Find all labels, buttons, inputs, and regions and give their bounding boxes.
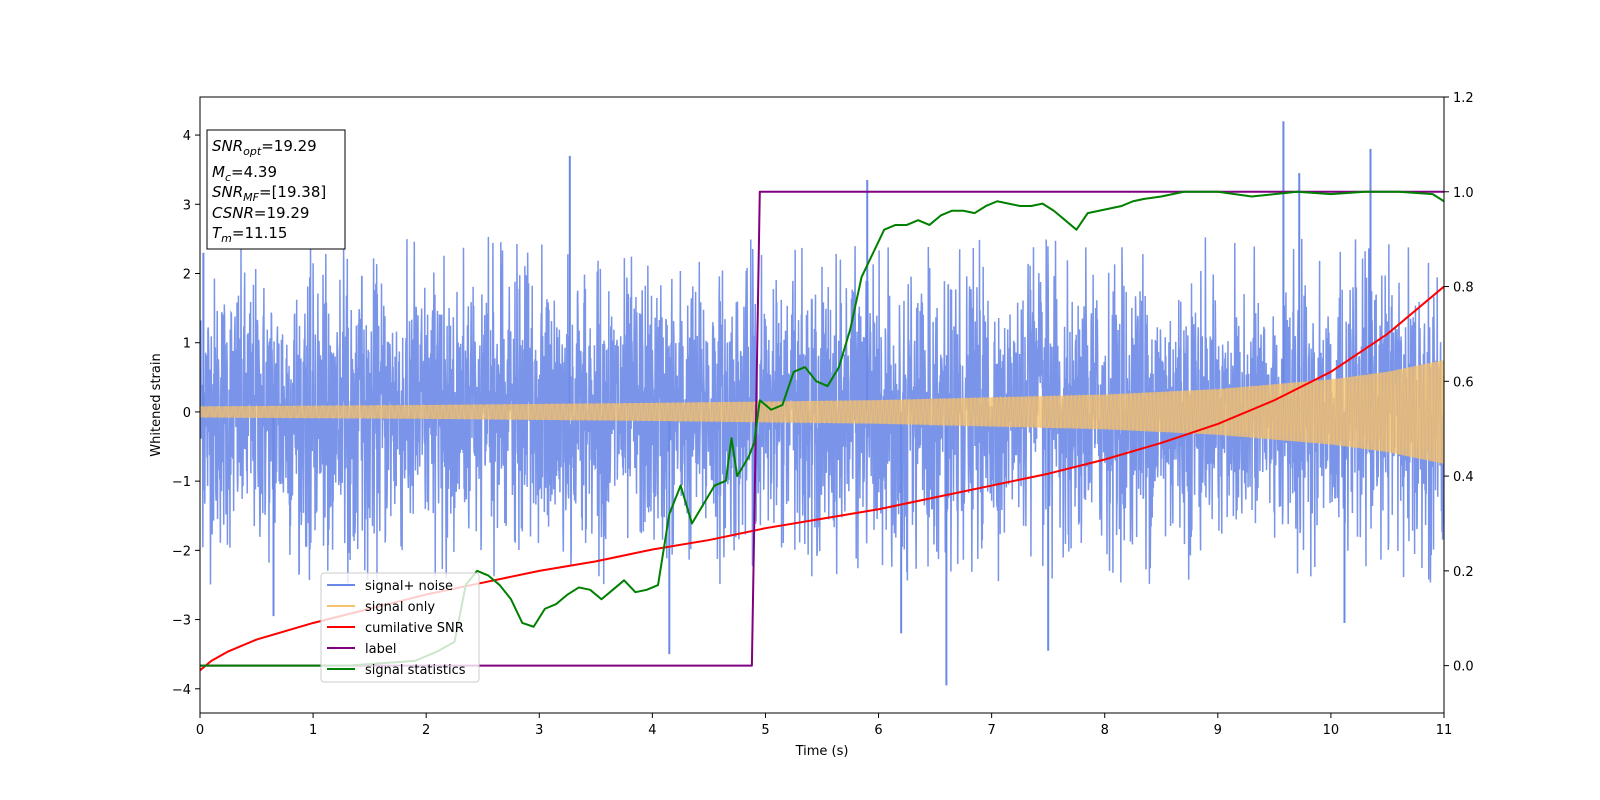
legend-label: cumilative SNR (365, 621, 464, 636)
y-tick-label-left: 3 (183, 198, 191, 213)
info-line: Tm=11.15 (212, 224, 287, 245)
y-tick-label-right: 1.0 (1453, 186, 1474, 201)
series-signal-noise (200, 236, 1444, 585)
y-tick-label-right: 0.8 (1453, 281, 1474, 296)
axes: 0 1 2 3 4 5 6 7 8 9 10 11 −4 −3 −2 −1 0 1 2 3 4 0.0 0.2 0.4 0.6 0… (172, 91, 1474, 738)
snr-info-box: SNRopt=19.29 Mc=4.39SNRMF=[19.38]CSNR=19.… (206, 129, 346, 250)
series-cumilative-snr (200, 285, 1444, 672)
x-tick-label: 8 (1101, 723, 1109, 738)
y-tick-label-right: 1.2 (1453, 91, 1474, 106)
legend-label: signal only (365, 600, 435, 615)
y-tick-label-left: −4 (172, 683, 191, 698)
info-box-frame (206, 129, 346, 250)
x-tick-label: 6 (874, 723, 882, 738)
x-tick-label: 9 (1214, 723, 1222, 738)
x-tick-label: 11 (1436, 723, 1453, 738)
x-tick-label: 0 (196, 723, 204, 738)
series-signal-only (200, 360, 1444, 464)
x-tick-label: 10 (1323, 723, 1340, 738)
y-tick-label-left: 2 (183, 267, 191, 282)
info-line: SNRopt=19.29 (212, 137, 317, 158)
x-tick-label: 5 (761, 723, 769, 738)
legend-label: label (365, 642, 396, 657)
y-axis-label-left: Whitened strain (149, 353, 164, 456)
plot-frame (199, 96, 1445, 714)
y-tick-label-left: 0 (183, 406, 191, 421)
y-tick-label-left: 4 (183, 129, 191, 144)
legend-label: signal+ noise (365, 579, 453, 594)
y-tick-label-right: 0.6 (1453, 375, 1474, 390)
x-tick-label: 2 (422, 723, 430, 738)
y-tick-label-right: 0.2 (1453, 565, 1474, 580)
series-signal-only-envelope (200, 360, 1444, 464)
x-tick-label: 1 (309, 723, 317, 738)
y-tick-label-left: −1 (172, 475, 191, 490)
series-signal-statistics (200, 190, 1444, 667)
info-line: SNRMF=[19.38] (212, 183, 326, 204)
info-line: Mc=4.39 (212, 163, 277, 184)
y-tick-label-right: 0.4 (1453, 470, 1474, 485)
y-tick-label-left: −2 (172, 544, 191, 559)
legend-frame (320, 572, 480, 683)
x-tick-label: 7 (987, 723, 995, 738)
x-axis-label: Time (s) (795, 744, 849, 759)
info-line: CSNR=19.29 (212, 204, 309, 222)
y-tick-label-left: −3 (172, 614, 191, 629)
x-tick-label: 4 (648, 723, 656, 738)
y-tick-label-right: 0.0 (1453, 660, 1474, 675)
legend: signal+ noise signal only cumilative SNR la… (320, 572, 480, 683)
x-tick-label: 3 (535, 723, 543, 738)
y-tick-label-left: 1 (183, 337, 191, 352)
plot-area (200, 121, 1444, 686)
legend-label: signal statistics (365, 663, 466, 678)
